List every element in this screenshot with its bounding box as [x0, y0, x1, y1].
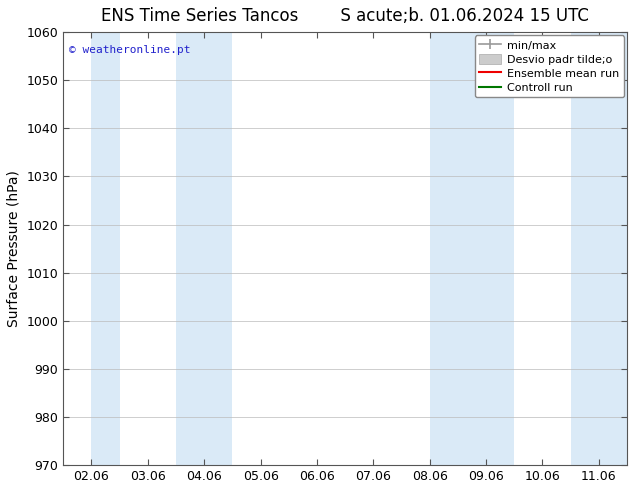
Title: ENS Time Series Tancos        S acute;b. 01.06.2024 15 UTC: ENS Time Series Tancos S acute;b. 01.06.… — [101, 7, 589, 25]
Bar — [571, 32, 627, 465]
Bar — [176, 32, 233, 465]
Bar — [430, 32, 514, 465]
Legend: min/max, Desvio padr tilde;o, Ensemble mean run, Controll run: min/max, Desvio padr tilde;o, Ensemble m… — [475, 35, 624, 98]
Y-axis label: Surface Pressure (hPa): Surface Pressure (hPa) — [7, 170, 21, 327]
Text: © weatheronline.pt: © weatheronline.pt — [69, 45, 190, 55]
Bar — [91, 32, 120, 465]
